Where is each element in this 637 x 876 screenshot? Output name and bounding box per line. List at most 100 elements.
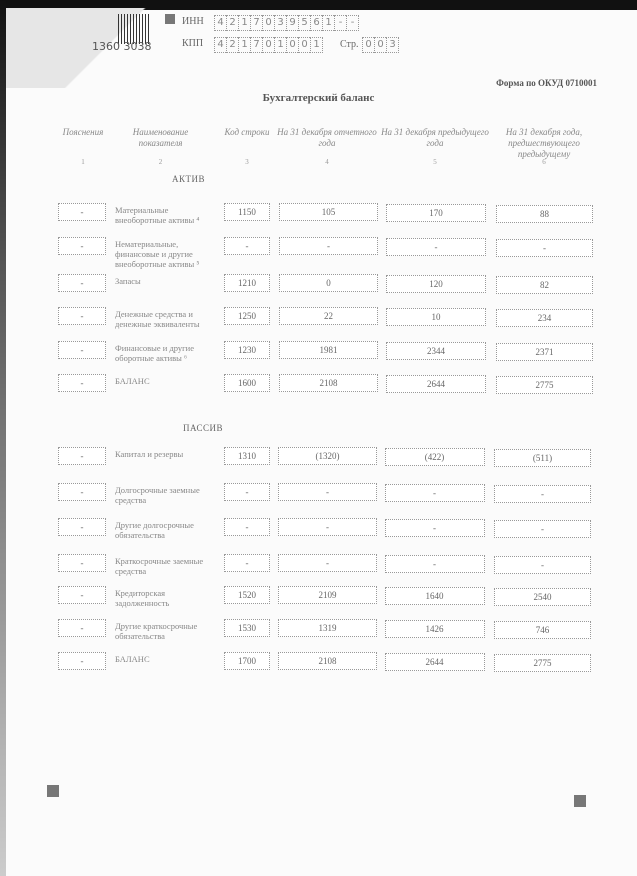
column-header: Наименование показателя [132,127,189,148]
value-field: 88 [496,205,593,223]
form-code: Форма по ОКУД 0710001 [496,78,597,88]
row-code-field: 1520 [224,586,270,604]
row-label: Другие краткосрочные обязательства [115,621,198,641]
value-field: 2540 [494,588,591,606]
value-field: (1320) [278,447,377,465]
value-field: 2644 [384,653,485,671]
digit-cell: 7 [250,15,262,31]
value-field: 170 [386,204,486,222]
page-label: Стр. [340,39,359,50]
note-field: - [58,652,106,670]
value-field: 2371 [496,343,593,361]
row-label: Денежные средства и денежные эквиваленты [115,309,200,329]
note-field: - [58,341,106,359]
note-field: - [58,586,106,604]
row-label: Долгосрочные заемные средства [115,485,200,505]
row-label: Запасы [115,276,141,286]
value-field: - [494,520,591,538]
digit-cell: 0 [262,15,274,31]
note-field: - [58,374,106,392]
value-field: 2775 [496,376,593,394]
note-field: - [58,483,106,501]
row-code-field: 1230 [224,341,270,359]
note-field: - [58,447,106,465]
value-field: 746 [494,621,591,639]
digit-cell: 4 [214,37,226,53]
digit-cell: 0 [362,37,374,53]
scan-edge-top [0,0,637,10]
digit-cell: 3 [274,15,286,31]
row-code-field: - [224,554,270,572]
digit-cell: 0 [262,37,274,53]
barcode-number: 1360 3038 [92,40,152,53]
digit-cell: - [334,15,346,31]
column-number: 5 [433,158,437,166]
registration-mark [165,14,175,24]
value-field: - [279,237,378,255]
registration-mark [47,785,59,797]
note-field: - [58,518,106,536]
value-field: 2775 [494,654,591,672]
value-field: 1640 [384,587,485,605]
row-code-field: 1700 [224,652,270,670]
barcode [118,14,150,44]
value-field: 1319 [278,619,377,637]
column-header: На 31 декабря отчетного года [277,127,377,148]
column-number: 2 [158,158,163,166]
note-field: - [58,203,106,221]
value-field: (511) [494,449,591,467]
column-number: 6 [542,158,546,166]
digit-cell: 0 [286,37,298,53]
row-code-field: 1310 [224,447,270,465]
digit-cell: 2 [226,37,238,53]
digit-cell: 3 [386,37,399,53]
row-label: Финансовые и другие оборотные активы ⁶ [115,343,194,363]
digit-cell: 1 [274,37,286,53]
value-field: - [494,556,591,574]
note-field: - [58,307,106,325]
digit-cell: 7 [250,37,262,53]
value-field: - [384,519,485,537]
scan-edge-left [0,0,6,876]
digit-cell: 1 [238,15,250,31]
value-field: - [384,555,485,573]
value-field: (422) [384,448,485,466]
section-title-liabilities: ПАССИВ [183,423,224,433]
value-field: 120 [386,275,486,293]
page-title: Бухгалтерский баланс [262,92,375,104]
value-field: 1981 [279,341,378,359]
note-field: - [58,554,106,572]
value-field: 2108 [279,374,378,392]
value-field: - [494,485,591,503]
row-code-field: 1530 [224,619,270,637]
value-field: - [278,483,377,501]
value-field: - [384,484,485,502]
value-field: - [386,238,486,256]
digit-cell: - [346,15,359,31]
digit-cell: 4 [214,15,226,31]
digit-cell: 0 [298,37,310,53]
note-field: - [58,237,106,255]
row-code-field: 1600 [224,374,270,392]
row-code-field: 1250 [224,307,270,325]
column-header: На 31 декабря года, предшествующего пред… [505,127,583,159]
kpp-label: КПП [182,38,204,49]
column-number: 3 [245,158,249,166]
value-field: - [278,518,377,536]
row-code-field: - [224,518,270,536]
value-field: 2108 [278,652,377,670]
digit-cell: 0 [374,37,386,53]
value-field: 22 [279,307,378,325]
row-code-field: - [224,483,270,501]
value-field: 82 [496,276,593,294]
row-label: Капитал и резервы [115,449,184,459]
value-field: 234 [496,309,593,327]
value-field: 10 [386,308,486,326]
value-field: 2344 [386,342,486,360]
note-field: - [58,274,106,292]
row-label: Кредиторская задолженность [115,588,170,608]
digit-cell: 2 [226,15,238,31]
row-code-field: 1150 [224,203,270,221]
